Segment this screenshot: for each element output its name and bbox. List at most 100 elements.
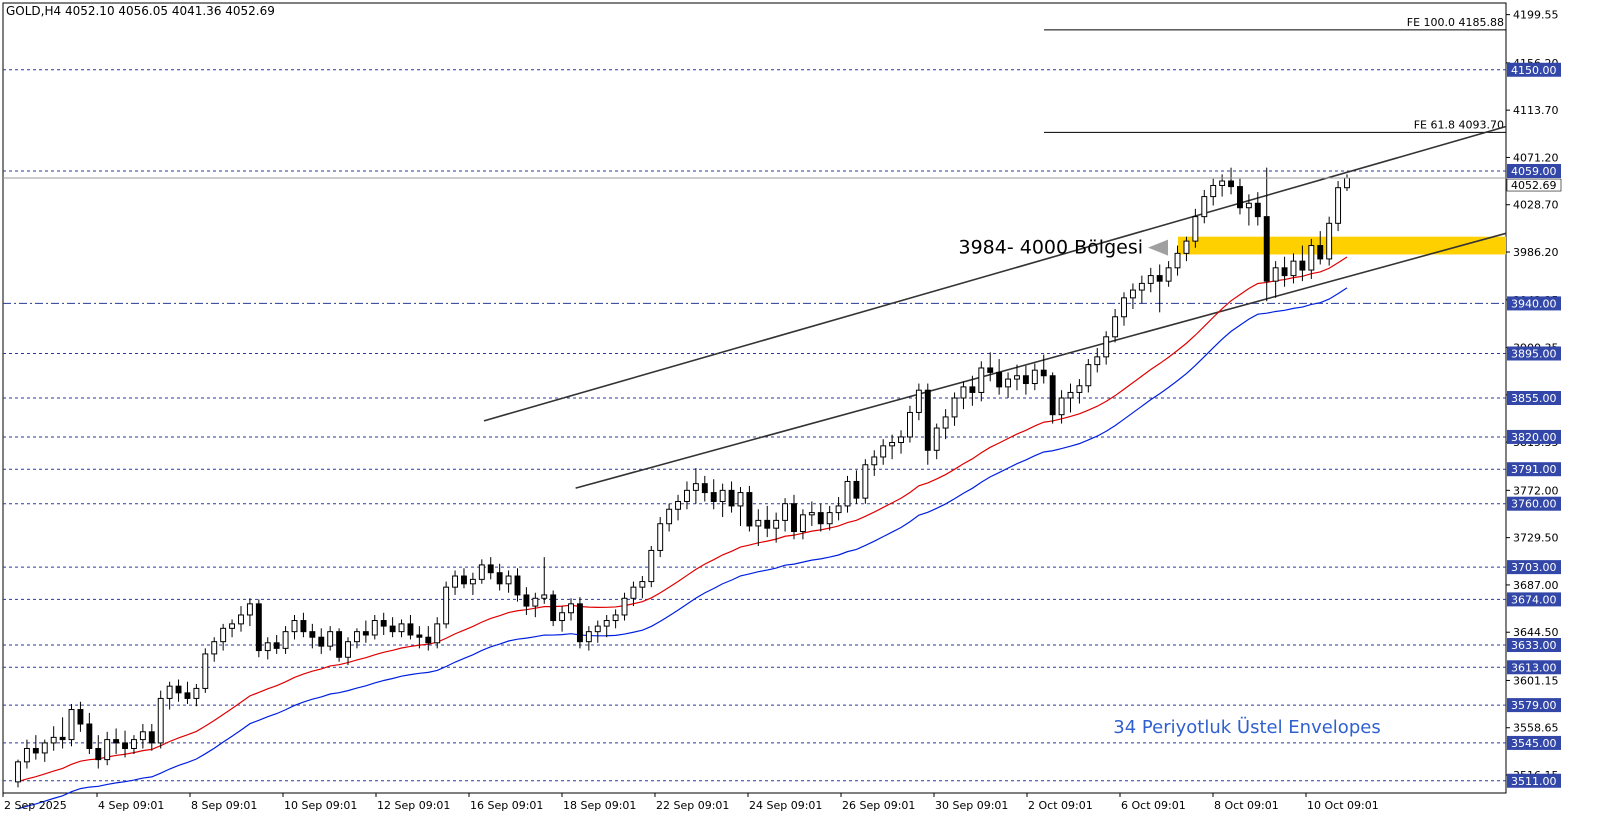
candle-body: [1103, 336, 1110, 358]
candle-body: [478, 564, 485, 580]
candle-body: [817, 512, 824, 525]
candle-body: [273, 642, 280, 649]
level-price-tag: [1507, 429, 1561, 444]
zone-band: [1178, 236, 1506, 255]
candle-body: [719, 489, 726, 502]
candle-body: [808, 512, 815, 516]
candle-body: [327, 631, 334, 647]
x-tick-label: 30 Sep 09:01: [935, 799, 1008, 812]
candle-body: [220, 627, 227, 643]
candle-body: [416, 634, 423, 638]
candle-body: [755, 519, 762, 527]
candle-body: [1335, 187, 1342, 224]
candle-body: [104, 739, 111, 761]
candle-body: [657, 523, 664, 551]
channel-lower-line: [575, 232, 1507, 489]
y-tick-label: 3644.50: [1513, 626, 1559, 639]
candle-body: [211, 641, 218, 655]
candle-body: [1058, 397, 1065, 416]
candle-body: [113, 739, 120, 744]
candle-body: [86, 723, 93, 749]
y-tick-label: 3687.00: [1513, 579, 1559, 592]
x-tick-label: 12 Sep 09:01: [377, 799, 450, 812]
candle-body: [1228, 180, 1234, 188]
candle-body: [764, 519, 771, 529]
candle-body: [514, 575, 521, 596]
candle-body: [559, 612, 566, 622]
candle-body: [1263, 216, 1270, 282]
candle-body: [139, 731, 146, 741]
candle-body: [1014, 375, 1020, 380]
x-tick-label: 24 Sep 09:01: [749, 799, 822, 812]
level-price-tag: [1507, 462, 1561, 477]
x-tick-label: 2 Sep 2025: [4, 799, 67, 812]
candle-body: [353, 631, 360, 643]
candle-body: [238, 614, 244, 625]
candle-body: [505, 575, 512, 585]
candle-body: [568, 603, 574, 614]
zone-arrow-icon: [1148, 239, 1168, 256]
level-price-tag: [1507, 638, 1561, 653]
candle-body: [1076, 385, 1083, 393]
candle-body: [255, 603, 262, 652]
level-price-tag: [1507, 391, 1561, 405]
candle-body: [1290, 260, 1297, 277]
candle-body: [701, 483, 708, 494]
candle-body: [371, 620, 378, 636]
level-price-text: 3633.00: [1511, 639, 1557, 652]
candle-body: [692, 483, 699, 491]
level-price-tag: [1507, 62, 1561, 77]
candle-body: [1210, 184, 1217, 198]
candle-body: [576, 603, 583, 643]
candle-body: [496, 572, 503, 585]
channel-upper-line: [483, 125, 1507, 422]
candle-body: [166, 685, 173, 699]
candle-body: [95, 747, 102, 761]
candle-body: [1254, 202, 1261, 218]
current-price-tag: [1506, 178, 1562, 192]
candle-body: [594, 625, 601, 633]
candle-body: [523, 594, 530, 607]
level-price-text: 3940.00: [1511, 297, 1557, 310]
candle-body: [621, 597, 628, 616]
level-price-tag: [1507, 592, 1561, 607]
candle-body: [915, 389, 922, 413]
candle-body: [791, 503, 797, 533]
x-tick-label: 6 Oct 09:01: [1121, 799, 1186, 812]
candle-body: [1201, 196, 1208, 218]
candle-body: [862, 464, 869, 499]
candle-body: [407, 623, 414, 636]
level-price-text: 3760.00: [1511, 498, 1557, 511]
level-price-tag: [1507, 496, 1561, 511]
candle-body: [23, 747, 30, 763]
candle-body: [452, 575, 459, 588]
candle-body: [1245, 202, 1252, 209]
candle-body: [1147, 275, 1154, 284]
candle-body: [648, 549, 655, 583]
symbol-ohlc-label: GOLD,H4 4052.10 4056.05 4041.36 4052.69: [6, 4, 275, 18]
candle-body: [1344, 177, 1350, 189]
current-price-label: 4052.69: [1511, 179, 1557, 192]
level-price-tag: [1507, 296, 1561, 311]
candle-body: [15, 761, 21, 783]
candle-body: [246, 603, 253, 616]
candle-body: [1005, 378, 1012, 388]
candle-body: [1031, 369, 1038, 385]
candle-body: [1022, 375, 1029, 385]
candle-body: [443, 586, 450, 625]
candle-body: [942, 416, 949, 429]
y-tick-label: 3558.65: [1513, 722, 1559, 735]
candle-body: [1219, 180, 1226, 186]
x-tick-label: 16 Sep 09:01: [470, 799, 543, 812]
zone-label: 3984- 4000 Bölgesi: [958, 237, 1143, 259]
candle-body: [202, 653, 209, 689]
candle-body: [889, 442, 896, 447]
candle-body: [148, 731, 155, 744]
candle-body: [710, 492, 717, 502]
candle-body: [782, 503, 789, 521]
x-tick-label: 10 Sep 09:01: [284, 799, 357, 812]
x-tick-label: 22 Sep 09:01: [656, 799, 729, 812]
level-price-tag: [1507, 560, 1561, 575]
level-price-tag: [1507, 346, 1561, 361]
